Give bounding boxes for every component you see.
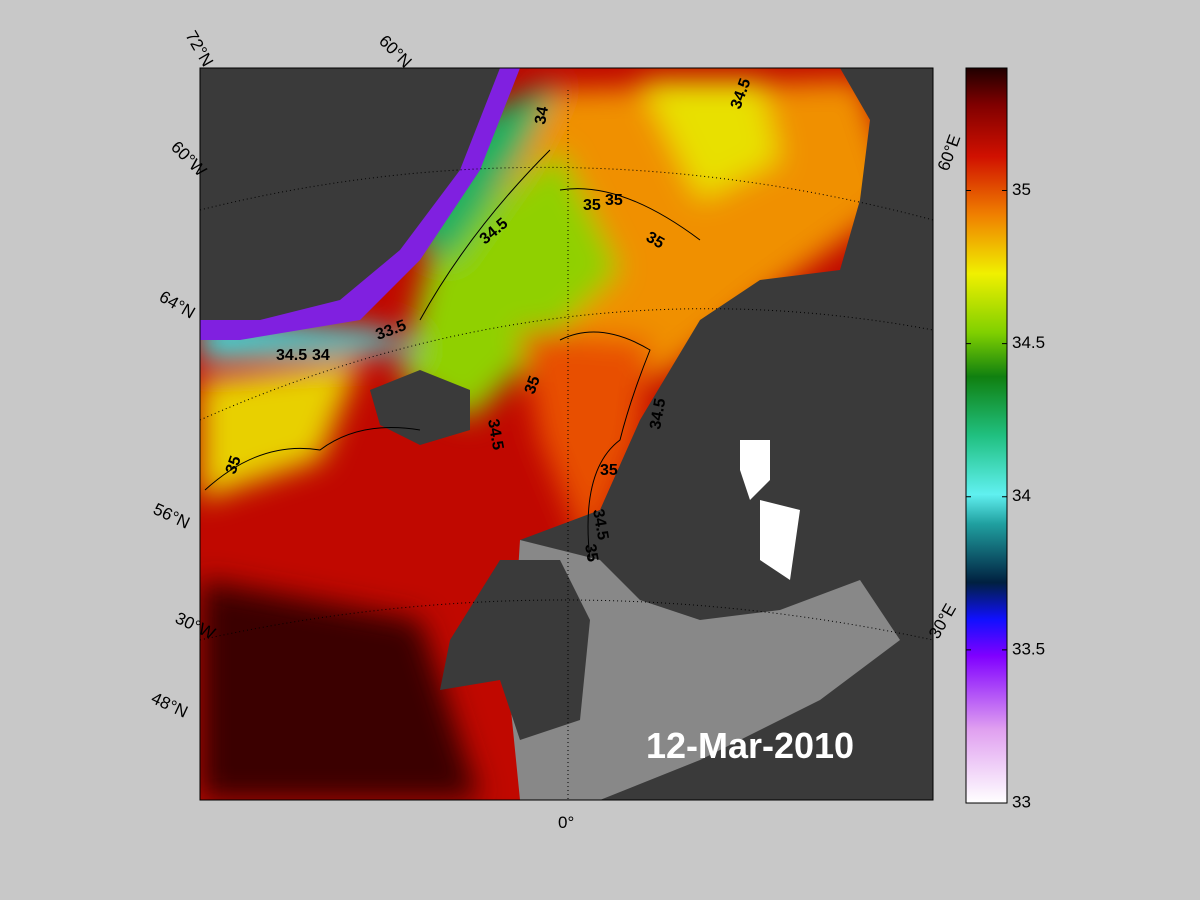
colorbar-tick-label: 35 <box>1012 180 1031 199</box>
shelf <box>510 540 900 800</box>
contour-label: 35 <box>600 462 618 479</box>
graticule-label: 0° <box>558 813 574 832</box>
iceland <box>370 370 470 445</box>
contour-label: 34.5 <box>647 397 669 431</box>
graticule <box>200 90 933 800</box>
contours <box>204 149 701 561</box>
contour-label: 35 <box>643 229 667 253</box>
contour-label: 34.5 <box>276 347 307 364</box>
map-frame <box>199 67 934 801</box>
contour-label: 35 <box>605 192 623 209</box>
contour-label: 35 <box>581 543 601 564</box>
graticule-label: 60°E <box>934 132 965 173</box>
greenland <box>200 68 500 320</box>
british-isles <box>440 560 590 740</box>
graticule-label: 72°N <box>182 28 217 70</box>
contour-label: 34 <box>312 347 330 364</box>
contour-label: 34.5 <box>589 508 611 542</box>
graticule-label: 48°N <box>148 688 190 721</box>
map-area <box>200 68 933 800</box>
contour-label: 35 <box>522 374 544 397</box>
colorbar-tick-label: 33.5 <box>1012 639 1045 658</box>
graticule-label: 64°N <box>156 287 198 322</box>
contour-label: 35 <box>223 454 245 477</box>
colorbar <box>965 67 1008 804</box>
baltic-ice <box>740 440 800 580</box>
colorbar-tick-label: 33 <box>1012 792 1031 811</box>
graticule-label: 56°N <box>150 499 192 532</box>
contour-label: 35 <box>583 197 601 214</box>
colorbar-tick-label: 34 <box>1012 486 1031 505</box>
date-label: 12-Mar-2010 <box>646 725 854 766</box>
graticule-label: 60°N <box>375 31 415 71</box>
contour-label: 34 <box>532 105 552 126</box>
colorbar-tick-label: 34.5 <box>1012 333 1045 352</box>
contour-label: 34.5 <box>484 418 506 452</box>
colorbar-ticks: 33 33.5 34 34.5 35 <box>966 180 1045 811</box>
salinity-field <box>200 80 900 800</box>
